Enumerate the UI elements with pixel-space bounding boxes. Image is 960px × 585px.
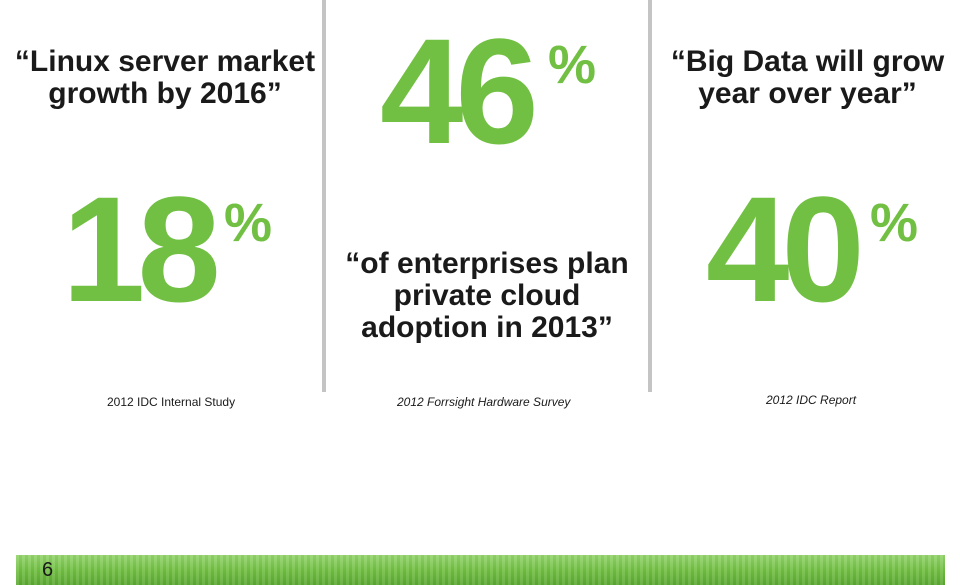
column-divider-right bbox=[648, 0, 652, 392]
stat-quote: “of enterprises plan private cloud adopt… bbox=[326, 248, 648, 344]
stat-quote-line: adoption in 2013” bbox=[361, 311, 613, 344]
stat-source: 2012 IDC Internal Study bbox=[107, 395, 236, 409]
stat-quote-line: “Big Data will grow bbox=[670, 45, 945, 78]
stat-number: 46 bbox=[380, 7, 539, 175]
stat-source: 2012 Forrsight Hardware Survey bbox=[397, 395, 571, 409]
footer-bar bbox=[16, 555, 945, 585]
stat-quote-line: growth by 2016” bbox=[48, 77, 282, 110]
stat-percent-sign: % bbox=[224, 193, 273, 253]
stat-number: 40 bbox=[706, 165, 865, 333]
stat-quote: “Linux server market growth by 2016” bbox=[0, 46, 330, 110]
stat-quote-line: “of enterprises plan bbox=[345, 247, 629, 280]
column-divider-left bbox=[322, 0, 326, 392]
stat-quote: “Big Data will grow year over year” bbox=[655, 46, 960, 110]
stat-percent-sign: % bbox=[870, 193, 919, 253]
stat-percent-sign: % bbox=[548, 35, 597, 95]
page-number: 6 bbox=[42, 559, 54, 581]
stat-number: 18 bbox=[62, 165, 221, 333]
stat-quote-line: private cloud bbox=[393, 279, 581, 312]
stat-quote-line: year over year” bbox=[698, 77, 917, 110]
stat-quote-line: “Linux server market bbox=[14, 45, 316, 78]
stat-source: 2012 IDC Report bbox=[766, 393, 857, 407]
